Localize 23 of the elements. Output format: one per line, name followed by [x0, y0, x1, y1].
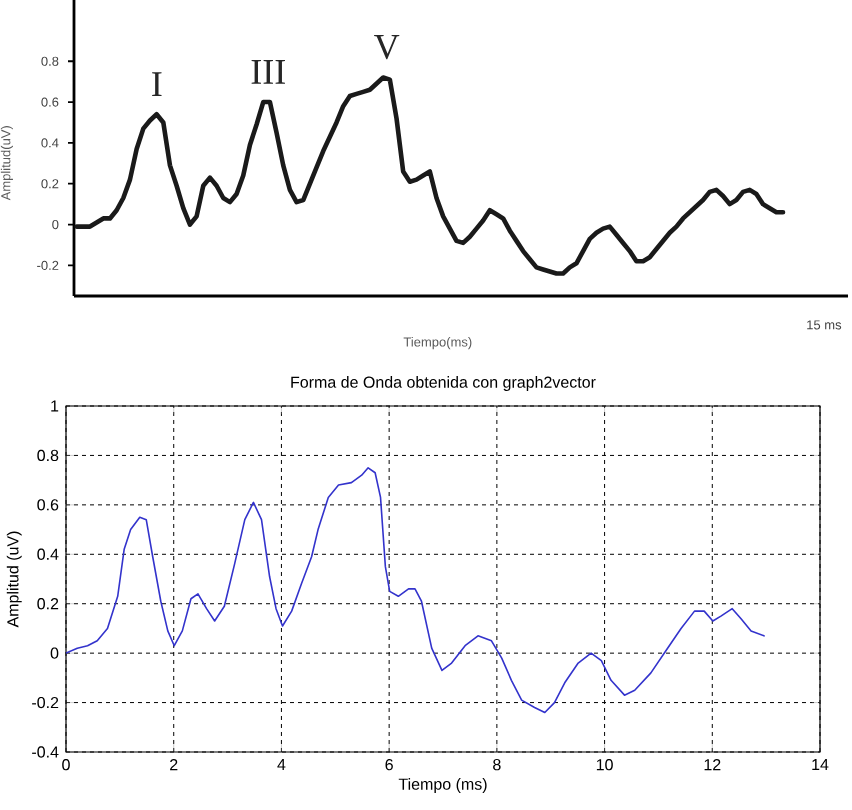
y-tick-label: 0.4 [37, 548, 59, 560]
y-tick-label: 0.2 [37, 598, 59, 610]
y-tick-label: 0.6 [37, 499, 59, 511]
x-tick-label: 2 [170, 759, 178, 771]
x-tick-label: 10 [596, 759, 613, 771]
y-tick-label: 0 [50, 647, 59, 659]
line-series [66, 466, 765, 714]
y-axis-title: Amplitud (uV) [6, 531, 22, 628]
x-tick-label: 6 [385, 759, 393, 771]
y-tick-label: -0.4 [32, 746, 59, 758]
annotation: III [251, 60, 285, 84]
chart-title: Forma de Onda obtenida con graph2vector [291, 376, 596, 391]
y-tick-label: 0.8 [37, 449, 59, 462]
x-tick-label: 0 [62, 759, 70, 771]
x-tick-label: 14 [812, 759, 829, 771]
x-axis-title: Tiempo (ms) [398, 778, 487, 793]
x-tick-label: 4 [277, 759, 286, 771]
x-tick-label: 12 [704, 759, 721, 771]
y-tick-label: 1 [51, 400, 59, 412]
annotation: V [374, 35, 400, 60]
annotation: I [152, 72, 162, 96]
x-tick-label: 8 [493, 759, 501, 771]
y-tick-label: -0.2 [32, 696, 59, 709]
